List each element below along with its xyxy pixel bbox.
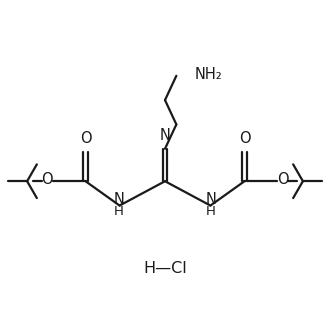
Text: N: N — [114, 192, 124, 207]
Text: O: O — [80, 131, 91, 146]
Text: N: N — [206, 192, 216, 207]
Text: N: N — [160, 128, 170, 143]
Text: H: H — [206, 205, 216, 217]
Text: O: O — [277, 172, 289, 187]
Text: O: O — [239, 131, 250, 146]
Text: NH₂: NH₂ — [194, 67, 222, 82]
Text: H—Cl: H—Cl — [143, 261, 187, 276]
Text: H: H — [114, 205, 124, 217]
Text: O: O — [41, 172, 53, 187]
